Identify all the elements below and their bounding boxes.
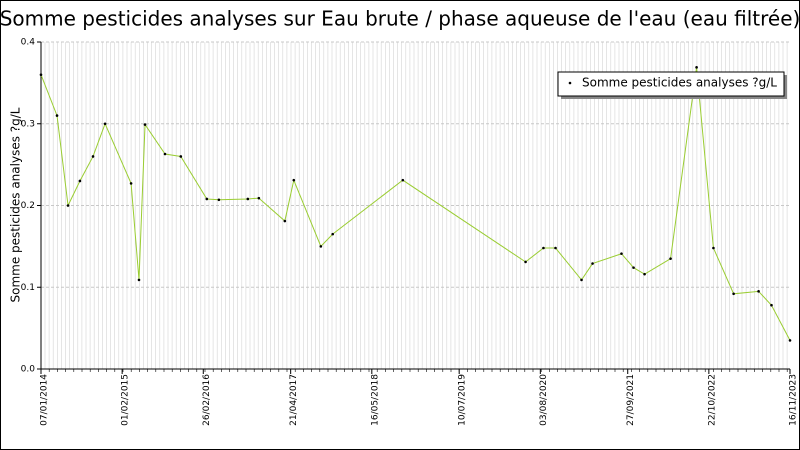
data-point xyxy=(712,246,715,250)
data-point xyxy=(205,197,209,201)
data-point xyxy=(542,246,545,250)
data-point xyxy=(217,198,221,202)
data-point xyxy=(91,155,95,158)
data-point xyxy=(246,197,250,201)
data-point xyxy=(137,278,141,282)
legend-marker xyxy=(568,81,572,85)
data-point xyxy=(554,246,557,250)
data-point xyxy=(103,122,107,126)
data-point xyxy=(78,179,82,183)
data-point xyxy=(129,182,133,185)
legend xyxy=(557,71,785,97)
x-tick-label: 26/02/2016 xyxy=(202,374,212,426)
x-tick-label: 03/08/2020 xyxy=(539,374,549,426)
x-tick-label: 16/11/2023 xyxy=(789,374,799,426)
data-point xyxy=(66,204,70,207)
y-tick-label: 0.2 xyxy=(21,201,35,211)
data-point xyxy=(770,303,773,307)
x-tick-label: 16/05/2018 xyxy=(370,374,380,426)
chart-title: Somme pesticides analyses sur Eau brute … xyxy=(0,7,800,31)
data-point xyxy=(757,290,760,293)
x-tick-label: 22/10/2022 xyxy=(707,374,717,426)
data-point xyxy=(292,178,296,182)
x-tick-label: 27/09/2021 xyxy=(626,374,636,426)
data-point xyxy=(283,219,287,223)
y-axis-label: Somme pesticides analyses ?g/L xyxy=(9,107,23,302)
data-point xyxy=(620,252,623,256)
data-point xyxy=(179,155,183,158)
data-point xyxy=(331,232,334,236)
data-point xyxy=(695,66,698,69)
x-tick-label: 21/04/2017 xyxy=(289,374,299,426)
x-tick-label: 01/02/2015 xyxy=(121,374,131,426)
data-point xyxy=(401,178,405,182)
data-point xyxy=(632,266,635,269)
data-point xyxy=(257,196,261,200)
data-point xyxy=(524,260,527,264)
y-tick-label: 0.4 xyxy=(21,38,36,48)
data-point xyxy=(732,292,735,296)
y-tick-label: 0.1 xyxy=(21,283,35,293)
data-point xyxy=(55,114,59,117)
data-point xyxy=(669,257,672,260)
data-point xyxy=(788,339,792,342)
data-point xyxy=(319,245,323,248)
y-tick-label: 0.0 xyxy=(21,365,36,375)
y-tick-label: 0.3 xyxy=(21,119,35,129)
data-point xyxy=(163,152,167,156)
x-tick-label: 07/01/2014 xyxy=(40,374,50,426)
data-point xyxy=(143,123,147,126)
data-point xyxy=(580,278,583,282)
data-point xyxy=(39,73,43,76)
data-point xyxy=(643,272,646,276)
data-point xyxy=(591,262,594,265)
legend-label: Somme pesticides analyses ?g/L xyxy=(582,76,777,90)
x-tick-label: 10/07/2019 xyxy=(458,374,468,426)
